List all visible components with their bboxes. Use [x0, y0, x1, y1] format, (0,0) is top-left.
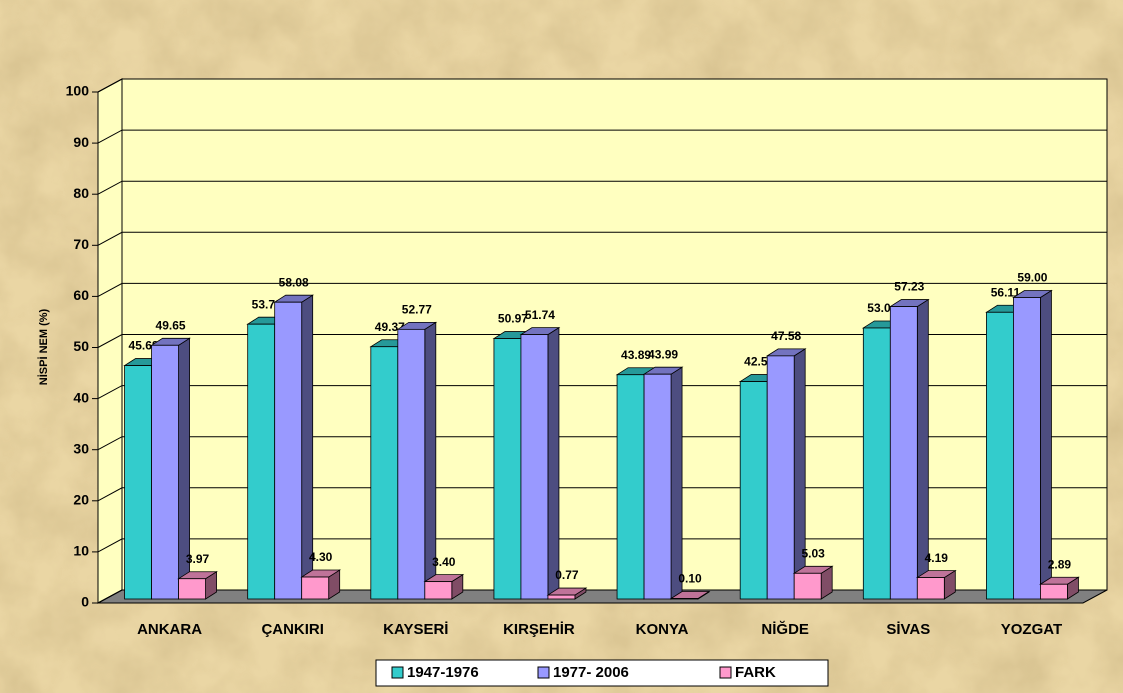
y-tick-label: 90 — [73, 134, 89, 150]
bar — [670, 598, 699, 600]
data-label: 50.97 — [498, 312, 528, 326]
x-tick-label: ÇANKIRI — [261, 621, 324, 638]
bar — [739, 381, 768, 600]
y-tick-label: 60 — [73, 287, 89, 303]
x-tick-label: KIRŞEHİR — [503, 621, 575, 638]
data-label: 43.89 — [621, 348, 651, 362]
y-tick-label: 100 — [66, 83, 90, 99]
grid-line — [97, 282, 1107, 297]
legend-label: 1977- 2006 — [553, 664, 629, 681]
data-label: 47.58 — [771, 329, 801, 343]
y-tick-label: 0 — [81, 594, 89, 610]
bar — [124, 365, 152, 600]
data-label: 0.10 — [678, 572, 702, 586]
data-label: 4.19 — [925, 551, 949, 565]
legend-swatch — [537, 666, 550, 679]
legend-swatch — [719, 666, 732, 679]
x-tick-label: YOZGAT — [1001, 621, 1062, 638]
y-tick-label: 30 — [73, 440, 89, 456]
x-tick-label: SİVAS — [886, 621, 930, 638]
y-tick-label: 50 — [73, 338, 89, 354]
grid-line — [97, 231, 1107, 246]
grid-line — [97, 78, 1107, 93]
data-label: 0.77 — [555, 568, 579, 582]
bar — [766, 355, 795, 600]
grid-line — [97, 129, 1107, 144]
bar — [370, 346, 399, 600]
bar-side — [547, 326, 560, 600]
bar — [397, 328, 426, 600]
data-label: 43.99 — [648, 347, 678, 361]
bar — [916, 577, 945, 600]
bar — [643, 373, 672, 600]
bar — [616, 374, 645, 600]
bar — [520, 334, 549, 600]
grid-line — [97, 334, 1107, 348]
data-label: 51.74 — [525, 308, 555, 322]
bar — [178, 578, 206, 600]
y-axis-label: NİSPİ NEM (%) — [37, 308, 50, 385]
bar — [1040, 583, 1068, 600]
data-label: 4.30 — [309, 550, 333, 564]
bar-side — [1040, 289, 1052, 600]
bar — [793, 572, 822, 600]
legend — [375, 659, 829, 687]
data-label: 58.08 — [279, 275, 309, 289]
x-tick-label: ANKARA — [137, 621, 202, 638]
bar — [862, 327, 891, 600]
bar — [151, 344, 179, 600]
data-label: 57.23 — [894, 280, 924, 294]
data-label: 49.65 — [156, 318, 186, 332]
bar — [1013, 297, 1041, 600]
data-label: 2.89 — [1048, 557, 1072, 571]
y-tick-label: 80 — [73, 185, 89, 201]
data-label: 5.03 — [802, 546, 826, 560]
bar — [424, 581, 453, 600]
y-tick-label: 70 — [73, 236, 89, 252]
bar — [986, 311, 1014, 600]
data-label: 59.00 — [1017, 271, 1047, 285]
data-label: 3.97 — [186, 552, 210, 566]
bar — [247, 323, 276, 600]
legend-swatch — [391, 666, 404, 679]
legend-label: FARK — [735, 664, 776, 681]
bar-side — [793, 348, 806, 600]
x-tick-label: KAYSERİ — [383, 621, 448, 638]
bar — [274, 301, 303, 600]
y-tick-label: 10 — [73, 543, 89, 559]
data-label: 56.11 — [991, 285, 1021, 299]
bar — [889, 306, 918, 600]
bar — [301, 576, 330, 600]
grid-line — [97, 180, 1107, 195]
bar-side — [670, 366, 683, 600]
bar — [493, 338, 522, 600]
y-tick-label: 40 — [73, 389, 89, 405]
legend-label: 1947-1976 — [407, 664, 479, 681]
y-tick-label: 20 — [73, 492, 89, 508]
data-label: 52.77 — [402, 303, 432, 317]
x-tick-label: NİĞDE — [761, 620, 809, 638]
x-tick-label: KONYA — [636, 621, 689, 638]
bar — [547, 594, 576, 600]
data-label: 3.40 — [432, 555, 456, 569]
